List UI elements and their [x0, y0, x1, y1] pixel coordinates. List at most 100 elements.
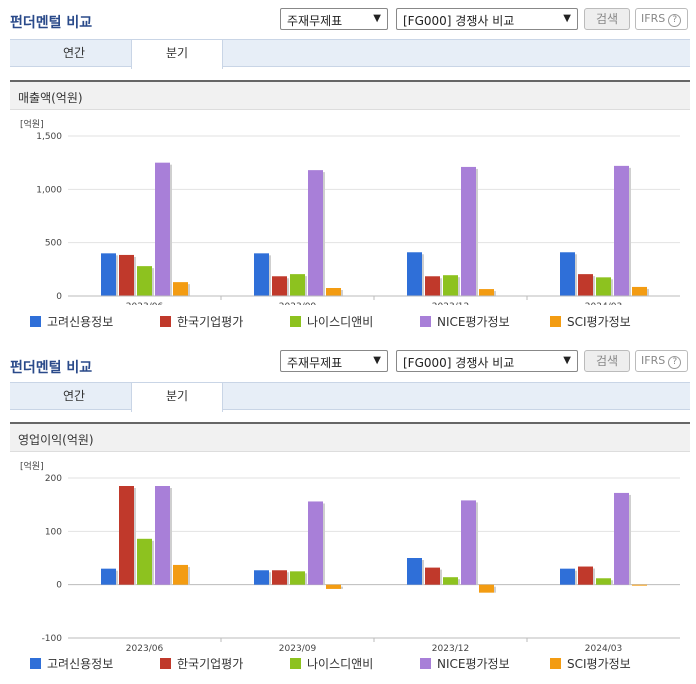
bar[interactable]	[272, 570, 287, 585]
bar-shadow	[305, 573, 307, 585]
peer-group-select[interactable]: [FG000] 경쟁사 비교 ▼	[396, 350, 578, 372]
bar[interactable]	[578, 566, 593, 585]
tab-quarterly[interactable]: 분기	[131, 383, 223, 412]
bar[interactable]	[137, 538, 152, 585]
bar-shadow	[629, 167, 631, 296]
bar-shadow	[575, 254, 577, 296]
ifrs-help-button[interactable]: IFRS?	[635, 8, 688, 30]
legend-swatch	[160, 658, 171, 669]
bar[interactable]	[119, 486, 134, 585]
bar[interactable]	[254, 570, 269, 585]
legend-item[interactable]: 고려신용정보	[30, 313, 113, 330]
legend-item[interactable]: 고려신용정보	[30, 655, 113, 672]
bar[interactable]	[461, 500, 476, 585]
bar[interactable]	[443, 577, 458, 585]
bar[interactable]	[326, 288, 341, 296]
legend-item[interactable]: 한국기업평가	[160, 655, 243, 672]
bar[interactable]	[290, 571, 305, 585]
bar[interactable]	[443, 275, 458, 296]
y-tick-label: 0	[56, 292, 62, 302]
y-tick-label: 500	[45, 239, 62, 249]
bar-shadow	[134, 488, 136, 585]
legend-label: 한국기업평가	[177, 657, 244, 671]
legend-item[interactable]: NICE평가정보	[420, 655, 510, 672]
tab-annual[interactable]: 연간	[62, 389, 86, 403]
bar[interactable]	[290, 274, 305, 296]
ifrs-label: IFRS	[641, 12, 666, 25]
legend-item[interactable]: NICE평가정보	[420, 313, 510, 330]
bar-shadow	[593, 276, 595, 296]
legend-item[interactable]: 나이스디앤비	[290, 313, 373, 330]
bar[interactable]	[425, 276, 440, 296]
legend-item[interactable]: SCI평가정보	[550, 313, 631, 330]
legend-item[interactable]: 나이스디앤비	[290, 655, 373, 672]
bar[interactable]	[308, 170, 323, 296]
legend-label: 나이스디앤비	[307, 315, 374, 329]
chart-title: 매출액(억원)	[10, 80, 690, 110]
statement-select-value: 주재무제표	[287, 356, 343, 370]
bar[interactable]	[155, 162, 170, 296]
bar[interactable]	[479, 289, 494, 296]
bar-shadow	[494, 586, 496, 593]
tab-quarterly[interactable]: 분기	[131, 40, 223, 69]
bar[interactable]	[425, 567, 440, 585]
bar-shadow	[476, 168, 478, 296]
legend-label: SCI평가정보	[567, 315, 631, 329]
statement-select[interactable]: 주재무제표 ▼	[280, 350, 388, 372]
chart-legend: 고려신용정보 한국기업평가 나이스디앤비 NICE평가정보 SCI평가정보	[30, 655, 670, 671]
bar[interactable]	[155, 486, 170, 585]
statement-select[interactable]: 주재무제표 ▼	[280, 8, 388, 30]
tab-annual[interactable]: 연간	[62, 46, 86, 60]
bar[interactable]	[560, 252, 575, 296]
bar[interactable]	[560, 568, 575, 585]
legend-label: NICE평가정보	[437, 315, 510, 329]
bar[interactable]	[326, 584, 341, 589]
bar[interactable]	[479, 584, 494, 593]
search-button[interactable]: 검색	[584, 8, 630, 30]
bar-shadow	[476, 502, 478, 585]
bar[interactable]	[632, 286, 647, 296]
legend-swatch	[290, 316, 301, 327]
bar[interactable]	[407, 252, 422, 296]
search-button[interactable]: 검색	[584, 350, 630, 372]
legend-swatch	[290, 658, 301, 669]
bar-shadow	[287, 278, 289, 296]
legend-item[interactable]: SCI평가정보	[550, 655, 631, 672]
x-tick-label: 2023/06	[126, 644, 164, 654]
unit-label: [억원]	[20, 120, 44, 130]
panel-header: 펀더멘털 비교 주재무제표 ▼ [FG000] 경쟁사 비교 ▼ 검색 IFRS?	[0, 0, 696, 38]
bar[interactable]	[614, 492, 629, 585]
bar[interactable]	[596, 578, 611, 585]
legend-item[interactable]: 한국기업평가	[160, 313, 243, 330]
bar[interactable]	[596, 277, 611, 296]
bar[interactable]	[101, 568, 116, 585]
bar[interactable]	[173, 564, 188, 585]
bar-shadow	[341, 290, 343, 296]
bar[interactable]	[614, 165, 629, 296]
ifrs-help-button[interactable]: IFRS?	[635, 350, 688, 372]
bar-shadow	[647, 288, 649, 296]
panel-title: 펀더멘털 비교	[10, 360, 93, 376]
legend-label: 나이스디앤비	[307, 657, 374, 671]
bar[interactable]	[407, 558, 422, 585]
peer-group-select[interactable]: [FG000] 경쟁사 비교 ▼	[396, 8, 578, 30]
bar[interactable]	[578, 274, 593, 296]
period-tabs: 연간 분기	[10, 382, 690, 412]
bar[interactable]	[101, 253, 116, 296]
bar[interactable]	[632, 584, 647, 586]
legend-swatch	[550, 316, 561, 327]
bar[interactable]	[254, 253, 269, 296]
x-tick-label: 2023/12	[432, 302, 469, 305]
legend-label: 고려신용정보	[47, 657, 114, 671]
bar-shadow	[287, 572, 289, 585]
bar-shadow	[116, 255, 118, 296]
bar[interactable]	[272, 276, 287, 296]
bar[interactable]	[137, 266, 152, 296]
bar[interactable]	[119, 254, 134, 296]
bar-shadow	[305, 276, 307, 296]
bar[interactable]	[173, 282, 188, 296]
revenue-chart: 0 500 1,000 1,500 2023/06 2023/09 2023/12 2024/…	[36, 132, 680, 305]
chevron-down-icon: ▼	[563, 355, 571, 366]
bar[interactable]	[308, 501, 323, 585]
bar[interactable]	[461, 166, 476, 296]
